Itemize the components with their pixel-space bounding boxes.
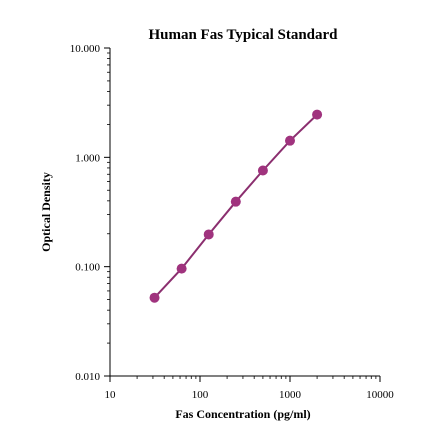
series-group — [149, 109, 323, 303]
data-point — [285, 135, 295, 146]
y-tick-label: 0.010 — [75, 371, 100, 383]
data-point — [257, 165, 268, 176]
y-tick-label: 0.100 — [75, 262, 100, 274]
chart-title: Human Fas Typical Standard — [148, 27, 338, 43]
y-axis-ticks: 0.010 0.100 1.000 10.000 — [70, 43, 110, 383]
data-point — [149, 292, 160, 303]
data-point — [203, 229, 214, 240]
data-point — [230, 196, 241, 207]
x-axis-title: Fas Concentration (pg/ml) — [175, 407, 310, 421]
y-tick-label: 1.000 — [75, 152, 100, 164]
x-tick-label: 100 — [192, 389, 209, 401]
x-axis-ticks: 10 100 1000 10000 — [105, 376, 394, 401]
data-point — [312, 109, 323, 120]
y-axis-title: Optical Density — [39, 172, 53, 252]
x-tick-label: 10000 — [366, 389, 394, 401]
x-tick-label: 10 — [105, 389, 117, 401]
axes — [109, 48, 380, 377]
data-point — [176, 263, 187, 274]
y-tick-label: 10.000 — [70, 43, 101, 55]
x-tick-label: 1000 — [279, 389, 302, 401]
